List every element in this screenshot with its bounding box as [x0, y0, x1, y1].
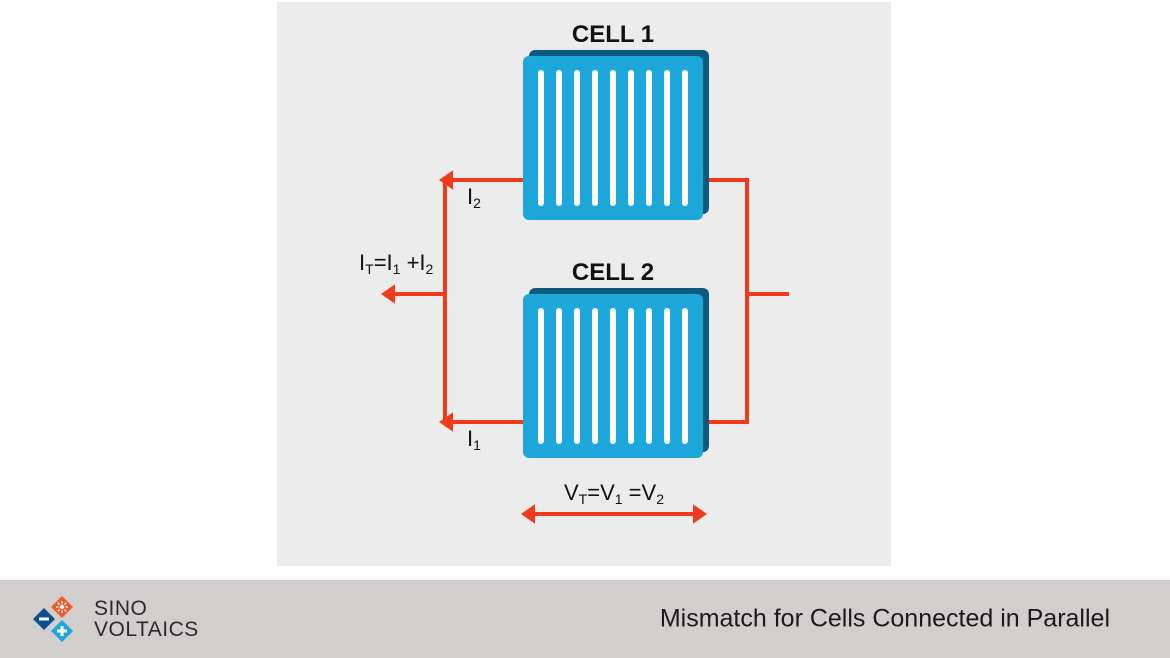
cell-1-bar: [610, 70, 616, 206]
cell-2-bar: [574, 308, 580, 444]
cell-1-bar: [664, 70, 670, 206]
cell-2-bar: [682, 308, 688, 444]
arrowhead: [381, 284, 395, 304]
logo-text: SINO VOLTAICS: [94, 598, 199, 640]
arrowhead: [693, 504, 707, 524]
footer-bar: SINO VOLTAICS Mismatch for Cells Connect…: [0, 580, 1170, 658]
cell-1-title: CELL 1: [572, 21, 654, 48]
label-i1: I1: [467, 426, 481, 453]
cell-2-title: CELL 2: [572, 259, 654, 286]
logo-mark: [28, 595, 86, 643]
brand-logo: SINO VOLTAICS: [28, 595, 199, 643]
diagram-container: CELL 1 CELL 2 I2 I1 IT=I1 +I2 VT=V1 =V2: [277, 2, 891, 566]
cell-2-bar: [592, 308, 598, 444]
cell-1-bar: [574, 70, 580, 206]
diagram-svg: CELL 1 CELL 2 I2 I1 IT=I1 +I2 VT=V1 =V2: [277, 2, 891, 566]
label-vt: VT=V1 =V2: [564, 480, 664, 507]
cell-2-bar: [556, 308, 562, 444]
cell-2-bar: [628, 308, 634, 444]
cell-2-bar: [646, 308, 652, 444]
cell-2-bar: [610, 308, 616, 444]
label-i2: I2: [467, 184, 481, 211]
cell-2-bar: [538, 308, 544, 444]
cell-1-bar: [538, 70, 544, 206]
cell-1-bar: [628, 70, 634, 206]
cell-1-bar: [592, 70, 598, 206]
cell-1-bar: [646, 70, 652, 206]
cell-1-bar: [682, 70, 688, 206]
cell-1-bar: [556, 70, 562, 206]
label-it: IT=I1 +I2: [359, 250, 434, 277]
logo-line2: VOLTAICS: [94, 619, 199, 640]
logo-line1: SINO: [94, 598, 199, 619]
right-bus: [709, 180, 747, 422]
footer-title: Mismatch for Cells Connected in Parallel: [660, 605, 1110, 634]
arrowhead: [521, 504, 535, 524]
cell-2-bar: [664, 308, 670, 444]
